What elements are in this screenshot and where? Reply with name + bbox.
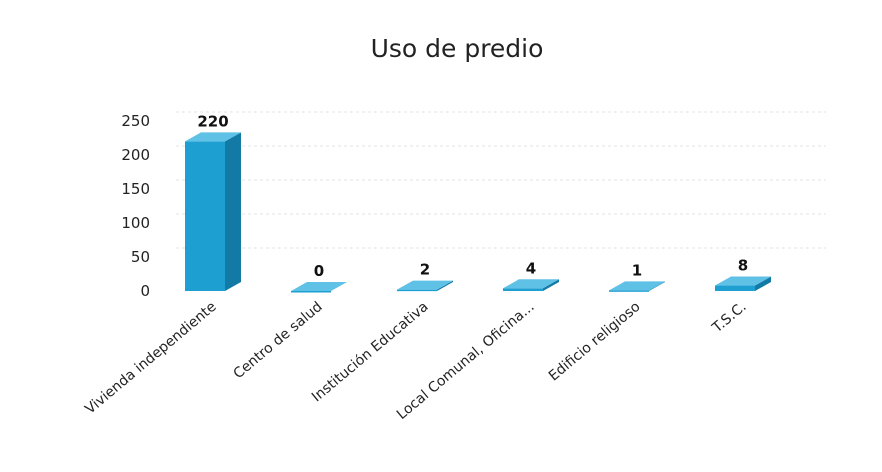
y-tick-label: 0	[140, 282, 150, 300]
y-tick-label: 100	[121, 214, 150, 232]
data-label: 0	[314, 262, 324, 280]
bar-front	[291, 291, 331, 293]
bar-front	[609, 290, 649, 292]
data-label: 220	[197, 112, 228, 130]
data-labels: 220 0 2 4 1 8	[197, 112, 748, 280]
data-label: 1	[632, 261, 642, 279]
bar-front	[185, 141, 225, 291]
bar-top	[397, 280, 453, 290]
bar	[609, 281, 665, 292]
chart-title: Uso de predio	[371, 34, 544, 63]
bar-top	[715, 276, 771, 286]
bar-top	[503, 279, 559, 289]
y-tick-label: 200	[121, 146, 150, 164]
bar-side	[225, 132, 241, 291]
bar-top	[291, 282, 347, 291]
bars	[185, 132, 771, 293]
bar	[503, 279, 559, 291]
bar	[185, 132, 241, 291]
gridlines	[176, 111, 826, 249]
bar-side	[543, 279, 559, 291]
x-axis-labels: Vivienda independiente Centro de saludIns…	[82, 299, 749, 423]
data-label: 4	[526, 259, 536, 277]
x-tick-label: Institución Educativa	[309, 299, 432, 406]
bar-top	[185, 132, 241, 142]
bar	[397, 280, 453, 292]
bar-side	[437, 280, 453, 291]
x-tick-label: Edificio religioso	[546, 299, 644, 385]
y-tick-label: 250	[121, 112, 150, 130]
data-label: 8	[738, 257, 748, 275]
bar-front	[397, 289, 437, 292]
bar-side	[649, 281, 665, 291]
x-tick-label: Centro de salud	[230, 299, 325, 382]
y-tick-label: 150	[121, 180, 150, 198]
bar-front	[715, 285, 755, 291]
bar-top	[609, 281, 665, 291]
y-axis-ticks: 0 50 100 150 200 250	[121, 112, 150, 300]
bar	[291, 282, 347, 293]
x-tick-label: Vivienda independiente	[82, 299, 219, 418]
data-label: 2	[420, 261, 430, 279]
bar-side	[755, 276, 771, 291]
x-tick-label: T.S.C.	[709, 299, 750, 337]
bar-front	[503, 288, 543, 291]
bar	[715, 276, 771, 291]
y-tick-label: 50	[131, 248, 150, 266]
